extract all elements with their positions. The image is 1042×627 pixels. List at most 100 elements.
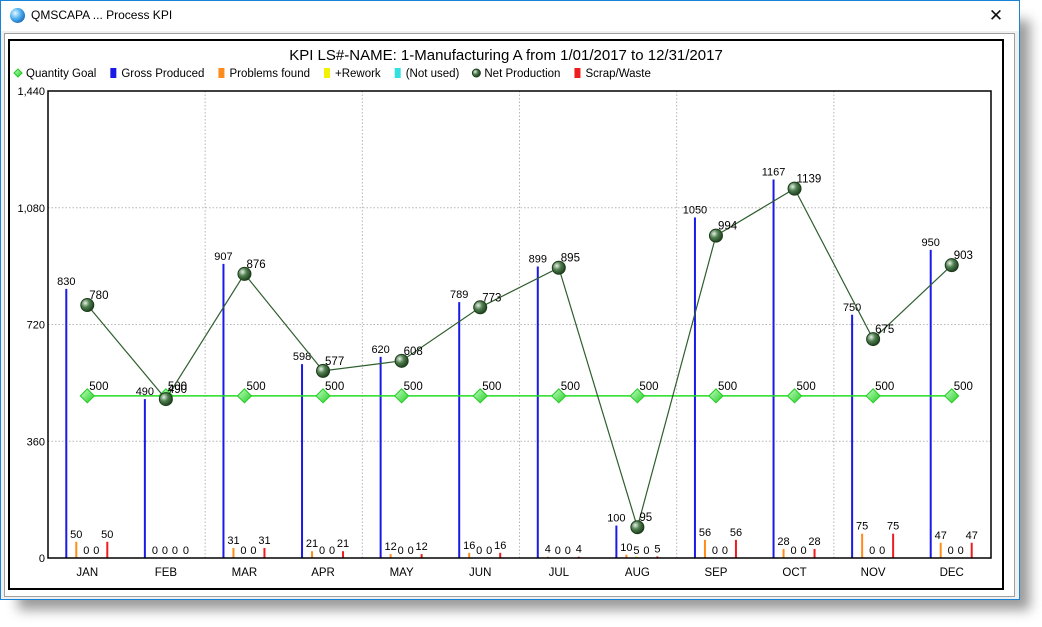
bar-value-label: 0: [319, 545, 325, 557]
point-value-label: 95: [639, 512, 652, 524]
bar: 75: [856, 521, 868, 558]
point-value-label: 500: [875, 381, 894, 393]
bar-value-label: 0: [869, 545, 875, 557]
bar-value-label: 1050: [683, 204, 707, 216]
bar: 21: [306, 538, 318, 558]
bar: 31: [227, 535, 240, 558]
bar: 0: [172, 545, 178, 557]
bar-value-label: 12: [416, 541, 428, 553]
bar-value-label: 0: [329, 545, 335, 557]
bar-value-label: 75: [856, 521, 868, 533]
bar: 100: [607, 513, 626, 558]
x-tick-label: JUN: [469, 567, 491, 579]
bar: 1050: [683, 204, 707, 558]
chart-frame: KPI LS#-NAME: 1-Manufacturing A from 1/0…: [8, 39, 1004, 590]
legend-label: +Rework: [335, 68, 381, 80]
bar-value-label: 4: [576, 544, 582, 556]
circle-marker-icon: [471, 68, 481, 78]
goal-point: 500: [315, 381, 344, 404]
bar: 750: [843, 302, 861, 558]
net-production-point: 675: [866, 324, 894, 347]
bar: 0: [565, 545, 571, 557]
point-value-label: 577: [325, 356, 344, 368]
legend-label: Problems found: [229, 68, 310, 80]
close-icon: ✕: [988, 6, 1004, 25]
bar-value-label: 620: [371, 344, 389, 356]
bar-value-label: 0: [555, 545, 561, 557]
bar-value-label: 21: [306, 538, 318, 550]
goal-point: 500: [865, 381, 894, 404]
bar: 899: [529, 253, 547, 558]
bar-value-label: 28: [777, 536, 789, 548]
bar: 16: [494, 540, 506, 558]
bar-value-label: 0: [250, 545, 256, 557]
bar: 50: [101, 529, 113, 558]
x-tick-label: JUL: [549, 567, 570, 579]
x-tick-label: NOV: [861, 567, 886, 579]
bar: 47: [966, 530, 978, 558]
point-value-label: 500: [168, 381, 187, 393]
point-value-label: 780: [89, 290, 108, 302]
bar-value-label: 0: [183, 545, 189, 557]
goal-point: 500: [708, 381, 737, 404]
point-value-label: 1139: [797, 174, 822, 186]
bar: 0: [83, 545, 89, 557]
chart-grid: [48, 91, 991, 558]
bar-value-label: 1167: [762, 167, 786, 179]
close-button[interactable]: ✕: [973, 1, 1019, 31]
legend-item: +Rework: [323, 68, 381, 80]
title-bar[interactable]: QMSCAPA ... Process KPI ✕: [1, 1, 1019, 31]
bar-value-label: 0: [722, 545, 728, 557]
bar: 31: [258, 535, 271, 558]
y-tick-label: 720: [27, 320, 45, 332]
window-title: QMSCAPA ... Process KPI: [31, 8, 173, 22]
goal-point: 500: [786, 381, 816, 404]
bar-value-label: 0: [712, 545, 718, 557]
goal-point: 500: [79, 381, 108, 404]
bar: 5: [654, 543, 660, 558]
y-tick-label: 0: [39, 553, 45, 565]
bar-value-label: 899: [529, 253, 547, 265]
legend-label: Gross Produced: [121, 68, 204, 80]
bar-value-label: 0: [398, 545, 404, 557]
legend-label: (Not used): [406, 68, 460, 80]
color-swatch-icon: [574, 68, 581, 78]
bar: 12: [385, 541, 397, 558]
bar-value-label: 490: [136, 386, 154, 398]
bar-value-label: 16: [463, 540, 475, 552]
chart-legend: Quantity Goal Gross Produced Problems foun…: [13, 68, 651, 80]
bar-value-label: 28: [808, 536, 820, 548]
x-tick-label: DEC: [940, 567, 964, 579]
bar-value-label: 50: [101, 529, 113, 541]
bar: 1167: [762, 167, 786, 558]
bar-value-label: 0: [83, 545, 89, 557]
bar-value-label: 4: [545, 544, 551, 556]
bar-value-label: 47: [935, 530, 947, 542]
bar: 0: [643, 545, 649, 557]
bar: 0: [408, 545, 414, 557]
kpi-window: QMSCAPA ... Process KPI ✕ KPI: [0, 0, 1020, 600]
bar: 620: [371, 344, 390, 558]
bar: 0: [948, 545, 954, 557]
bar: 950: [922, 237, 940, 558]
bar: 0: [93, 545, 99, 557]
color-swatch-icon: [218, 68, 225, 78]
point-value-label: 773: [482, 292, 501, 304]
bar: 0: [712, 545, 718, 557]
bar: 830: [57, 276, 75, 558]
bar-value-label: 0: [408, 545, 414, 557]
bar-value-label: 31: [227, 535, 239, 547]
bar-value-label: 100: [607, 513, 625, 525]
bar: 56: [730, 527, 742, 558]
goal-point: 500: [236, 381, 266, 404]
x-tick-label: OCT: [782, 567, 806, 579]
bar-value-label: 10: [620, 542, 632, 554]
bar: 0: [800, 545, 806, 557]
kpi-chart: KPI LS#-NAME: 1-Manufacturing A from 1/0…: [13, 47, 992, 579]
bar: 75: [887, 521, 899, 558]
bar-value-label: 0: [958, 545, 964, 557]
point-value-label: 500: [482, 381, 501, 393]
chart-title: KPI LS#-NAME: 1-Manufacturing A from 1/0…: [289, 47, 723, 64]
point-value-label: 994: [718, 221, 738, 233]
net-production-point: 490: [158, 384, 187, 407]
